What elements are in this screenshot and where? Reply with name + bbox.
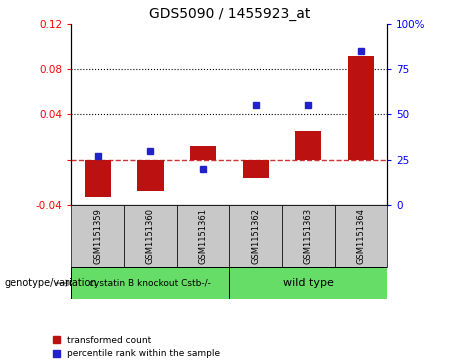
Text: GSM1151362: GSM1151362 — [251, 208, 260, 264]
Text: cystatin B knockout Cstb-/-: cystatin B knockout Cstb-/- — [89, 279, 211, 287]
Bar — [335, 205, 387, 267]
Bar — [137, 160, 164, 192]
Text: GSM1151361: GSM1151361 — [199, 208, 207, 264]
Text: genotype/variation: genotype/variation — [5, 278, 97, 288]
Bar — [348, 57, 374, 160]
Bar — [71, 267, 230, 299]
Text: GSM1151359: GSM1151359 — [93, 208, 102, 264]
Bar — [229, 267, 387, 299]
Bar — [229, 205, 282, 267]
Bar — [242, 160, 269, 178]
Text: GSM1151363: GSM1151363 — [304, 208, 313, 264]
Bar — [124, 205, 177, 267]
Legend: transformed count, percentile rank within the sample: transformed count, percentile rank withi… — [53, 336, 220, 359]
Bar — [85, 160, 111, 197]
Text: wild type: wild type — [283, 278, 334, 288]
Bar — [190, 146, 216, 160]
Text: GSM1151360: GSM1151360 — [146, 208, 155, 264]
Bar — [71, 205, 124, 267]
Text: GSM1151364: GSM1151364 — [356, 208, 366, 264]
Bar — [177, 205, 229, 267]
Bar — [282, 205, 335, 267]
Bar — [295, 131, 321, 160]
Title: GDS5090 / 1455923_at: GDS5090 / 1455923_at — [148, 7, 310, 21]
